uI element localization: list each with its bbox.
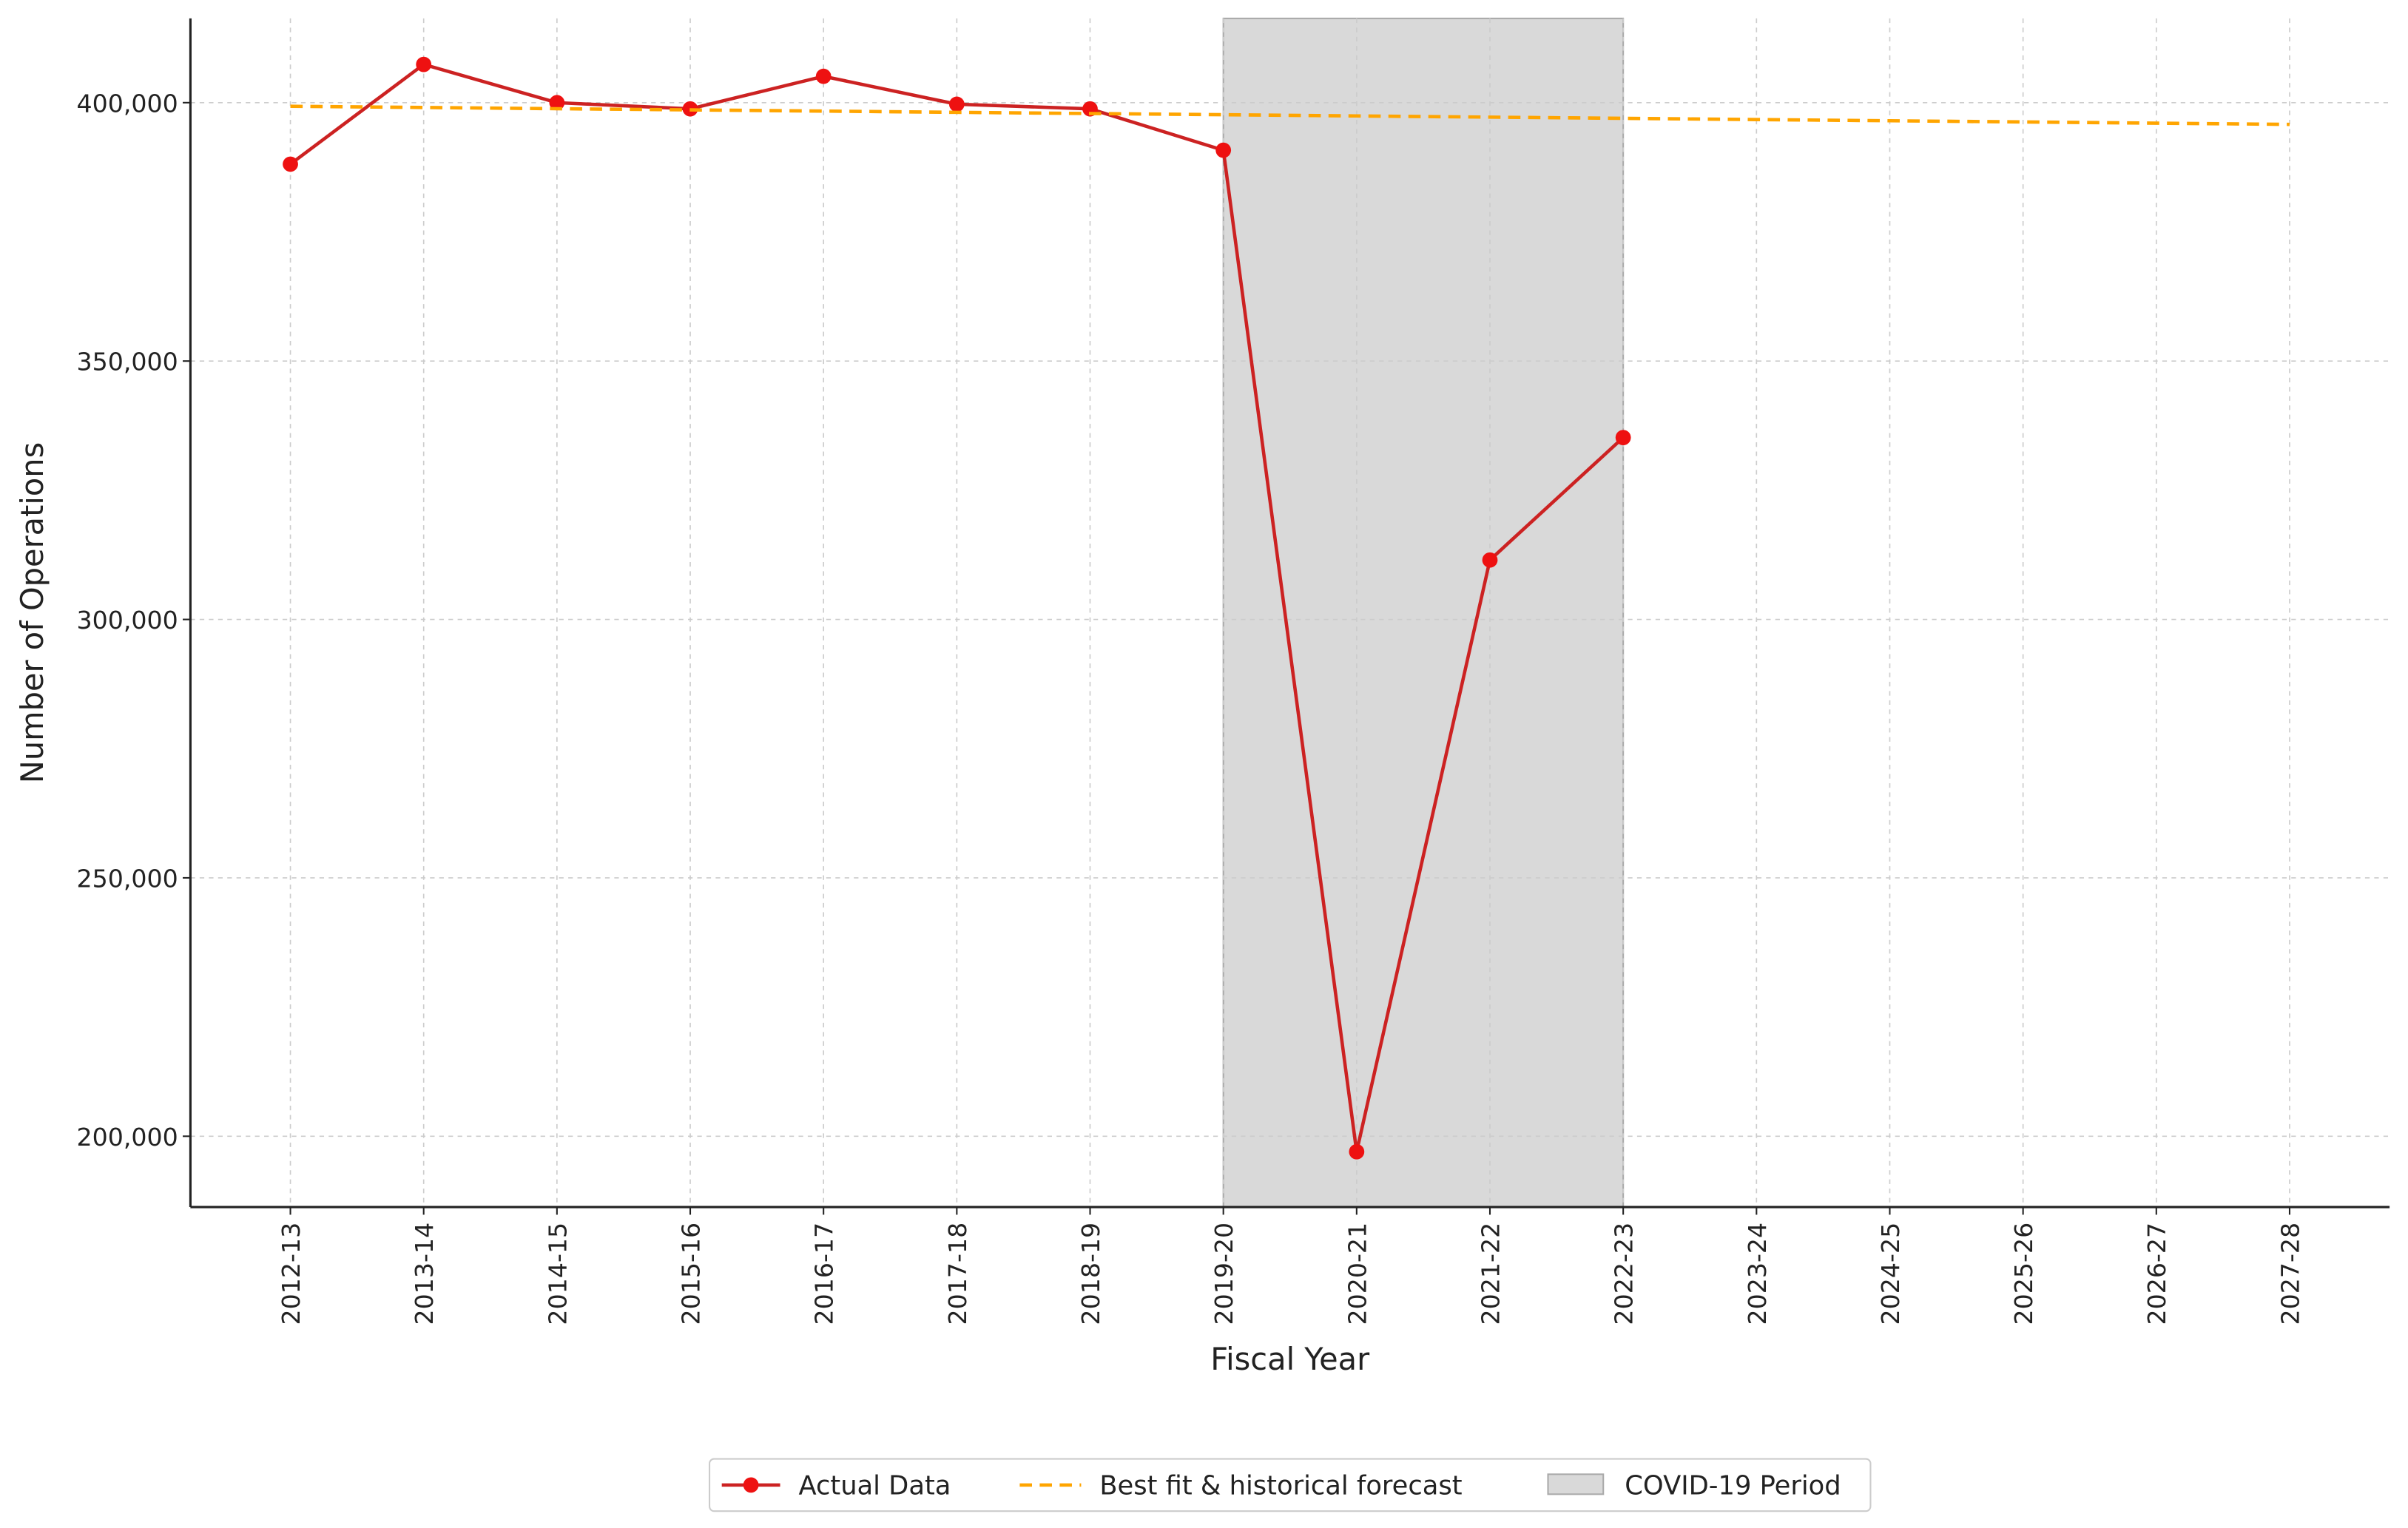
data-point [1215,142,1232,158]
x-tick-label: 2023-24 [1743,1223,1772,1325]
legend-label: Best fit & historical forecast [1099,1470,1462,1501]
data-point [1482,552,1498,568]
y-tick-label: 300,000 [77,606,178,635]
data-point [1349,1143,1365,1160]
data-point [1615,430,1631,445]
y-tick-label: 250,000 [77,864,178,893]
data-point [948,96,965,112]
y-tick-label: 400,000 [77,89,178,118]
data-point [549,95,565,111]
legend-box [709,1458,1872,1512]
x-tick-label: 2012-13 [277,1223,306,1325]
x-tick-label: 2017-18 [943,1223,972,1325]
x-tick-label: 2019-20 [1210,1223,1238,1325]
x-tick-label: 2026-27 [2142,1223,2171,1325]
y-tick-label: 200,000 [77,1123,178,1152]
legend-swatch [1547,1473,1605,1495]
x-tick-label: 2024-25 [1876,1223,1905,1325]
x-tick-label: 2016-17 [810,1223,839,1325]
legend-swatch [743,1477,759,1493]
x-tick-label: 2014-15 [543,1223,572,1325]
x-tick-label: 2027-28 [2276,1223,2304,1325]
data-point [815,68,832,84]
x-tick-label: 2020-21 [1343,1223,1372,1325]
data-point [416,56,432,72]
x-tick-label: 2021-22 [1476,1223,1505,1325]
series-line [290,104,2290,126]
x-tick-label: 2025-26 [2009,1223,2038,1325]
data-point [283,156,298,172]
legend-label: COVID-19 Period [1625,1470,1841,1501]
y-axis-label: Number of Operations [14,442,50,783]
x-tick-label: 2013-14 [410,1223,439,1325]
x-axis-label: Fiscal Year [1210,1341,1370,1377]
y-tick-label: 350,000 [77,348,178,376]
x-tick-label: 2015-16 [676,1223,705,1325]
x-tick-label: 2018-19 [1076,1223,1105,1325]
legend: Actual Data Best fit & historical forecas… [709,1458,1872,1512]
covid-shade [1222,17,1625,1208]
legend-label: Actual Data [798,1470,951,1501]
x-tick-label: 2022-23 [1610,1223,1639,1325]
